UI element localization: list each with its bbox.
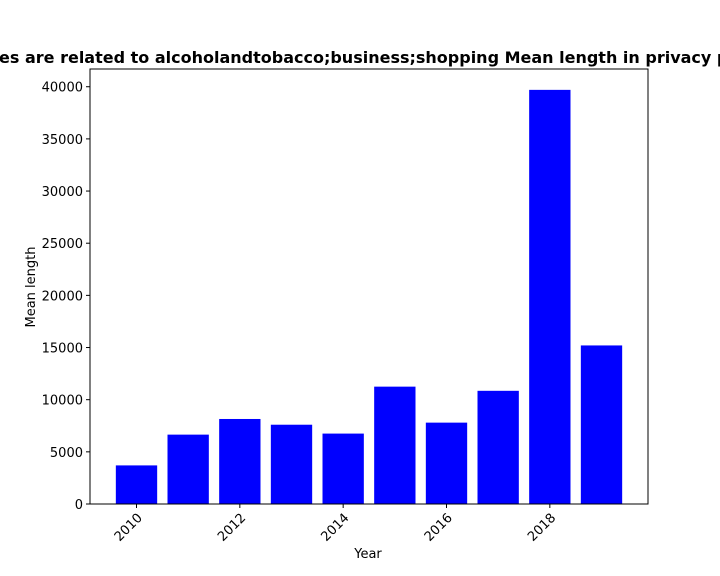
x-tick-label-2012: 2012 [215, 511, 249, 545]
bar-2013 [270, 424, 313, 504]
bar-2014 [322, 433, 364, 504]
y-tick-label-25000: 25000 [42, 237, 83, 252]
y-tick-label-30000: 30000 [42, 185, 83, 200]
bar-2016 [425, 422, 468, 504]
bar-2015 [374, 386, 416, 504]
x-tick-label-2014: 2014 [318, 511, 352, 545]
y-tick-label-10000: 10000 [42, 394, 83, 409]
plot-frame [89, 68, 649, 505]
x-tick-label-2018: 2018 [525, 511, 559, 545]
bar-2010 [115, 465, 158, 504]
bars-group [115, 89, 623, 504]
x-axis-label: Year [353, 547, 382, 562]
x-tick-label-2016: 2016 [422, 511, 456, 545]
bar-2019 [580, 345, 623, 504]
bar-2017 [477, 390, 519, 504]
y-tick-label-20000: 20000 [42, 289, 83, 304]
y-tick-label-35000: 35000 [42, 133, 83, 148]
y-axis-label: Mean length [24, 247, 39, 328]
y-axis: 0 5000 10000 15000 20000 25000 30000 35000 40000 [42, 81, 90, 513]
bar-2012 [219, 418, 261, 504]
y-tick-label-15000: 15000 [42, 342, 83, 357]
x-tick-label-2010: 2010 [112, 511, 146, 545]
y-tick-label-40000: 40000 [42, 81, 83, 96]
x-axis: 2010 2012 2014 2016 2018 [112, 504, 559, 545]
chart-title: Policies are related to alcoholandtobacc… [0, 48, 720, 67]
bar-2018 [529, 89, 571, 504]
bar-2011 [167, 434, 209, 504]
y-tick-label-5000: 5000 [50, 446, 83, 461]
y-tick-label-0: 0 [75, 498, 83, 513]
